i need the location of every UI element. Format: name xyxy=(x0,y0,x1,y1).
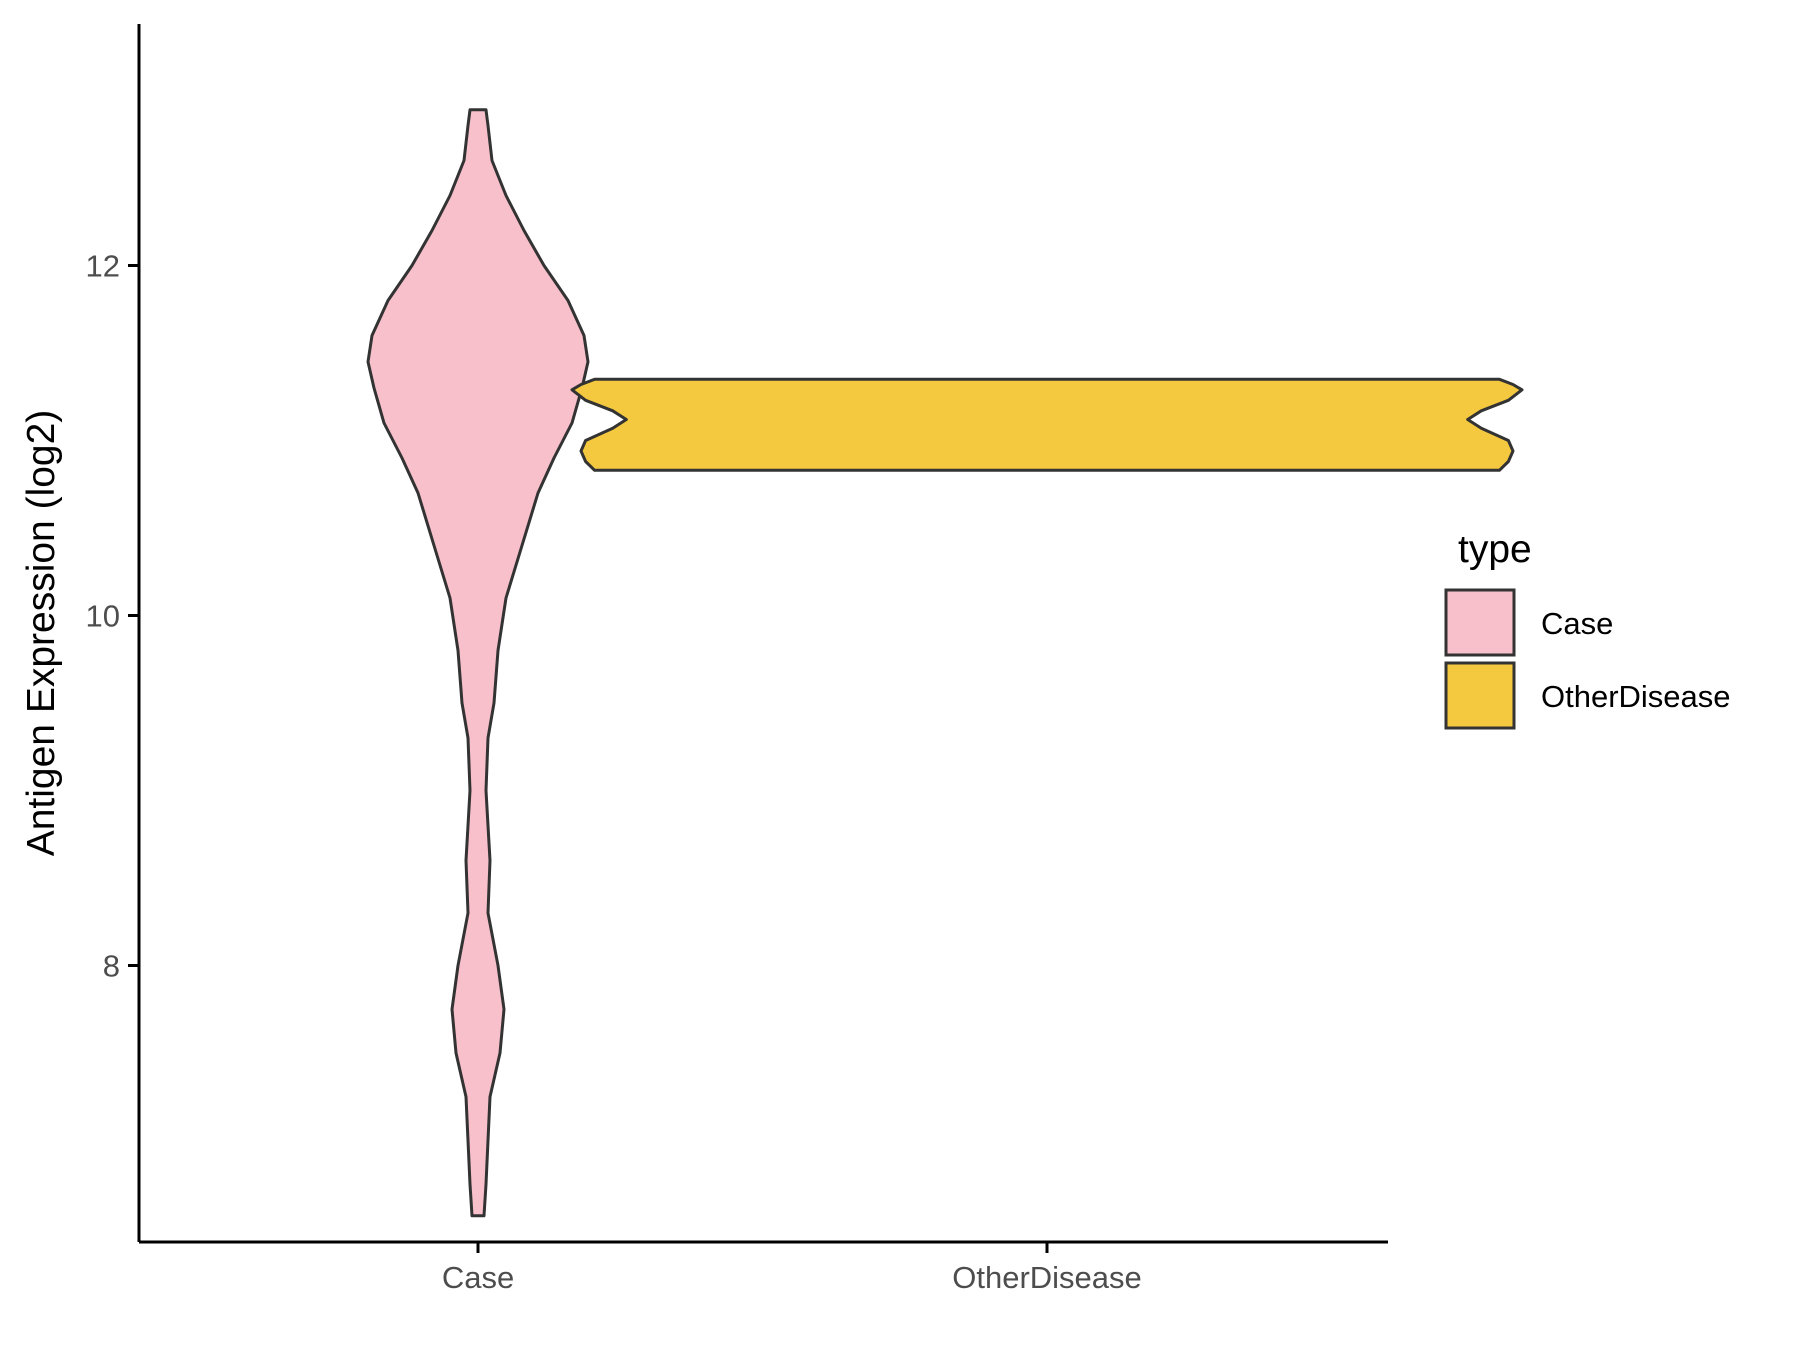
y-axis-title: Antigen Expression (log2) xyxy=(20,410,63,857)
x-ticks: Case OtherDisease xyxy=(442,1242,1142,1295)
x-tick-label: OtherDisease xyxy=(952,1260,1142,1295)
legend-swatch-otherdisease xyxy=(1444,661,1516,730)
legend-swatch-case xyxy=(1444,588,1516,657)
x-tick-label: Case xyxy=(442,1260,514,1295)
axes xyxy=(137,24,1388,1244)
y-tick-label: 8 xyxy=(103,949,120,984)
legend: type Case OtherDisease xyxy=(1444,528,1731,730)
violin-otherdisease xyxy=(570,377,1524,472)
y-tick-label: 12 xyxy=(86,249,120,284)
legend-label-case: Case xyxy=(1541,606,1613,641)
legend-label-otherdisease: OtherDisease xyxy=(1541,679,1731,714)
violin-layer xyxy=(366,108,1524,1218)
y-tick-label: 10 xyxy=(86,599,120,634)
y-ticks: 8 10 12 xyxy=(86,249,139,984)
legend-title: type xyxy=(1458,528,1532,571)
violin-case xyxy=(366,108,590,1218)
